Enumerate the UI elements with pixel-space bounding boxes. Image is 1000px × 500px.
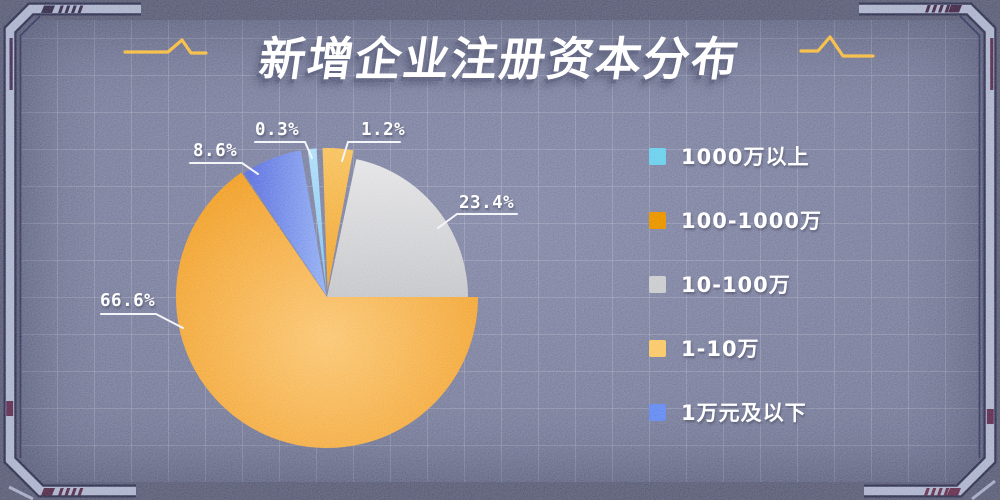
legend-item: 1万元及以下 [649, 380, 822, 444]
chart-title: 新增企业注册资本分布 [255, 32, 744, 86]
pie-percent-label: 8.6% [193, 141, 238, 161]
pie-percent-label: 0.3% [255, 120, 300, 140]
legend: 1000万以上 100-1000万 10-100万 1-10万 1万元及以下 [649, 124, 822, 444]
legend-label: 10-100万 [681, 273, 791, 297]
legend-swatch [649, 211, 666, 229]
pie-slice-3 [327, 159, 468, 297]
legend-label: 100-1000万 [681, 209, 822, 233]
pie-percent-label: 1.2% [361, 120, 406, 140]
legend-swatch [649, 403, 666, 421]
legend-label: 1-10万 [681, 337, 760, 361]
legend-swatch [649, 339, 666, 357]
label-leader-line [437, 213, 518, 229]
legend-swatch [649, 147, 666, 165]
legend-label: 1万元及以下 [681, 401, 807, 425]
pie-percent-label: 66.6% [100, 291, 156, 311]
legend-swatch [649, 275, 666, 293]
frame-echo-bottom-left [8, 485, 34, 500]
legend-item: 100-1000万 [649, 188, 822, 252]
frame-notches [6, 38, 994, 424]
label-leader-line [100, 313, 184, 329]
legend-label: 1000万以上 [681, 145, 810, 169]
legend-item: 10-100万 [649, 252, 822, 316]
legend-item: 1-10万 [649, 316, 822, 380]
legend-item: 1000万以上 [649, 124, 822, 188]
pie-chart [176, 148, 479, 448]
pie-percent-label: 23.4% [459, 193, 515, 213]
